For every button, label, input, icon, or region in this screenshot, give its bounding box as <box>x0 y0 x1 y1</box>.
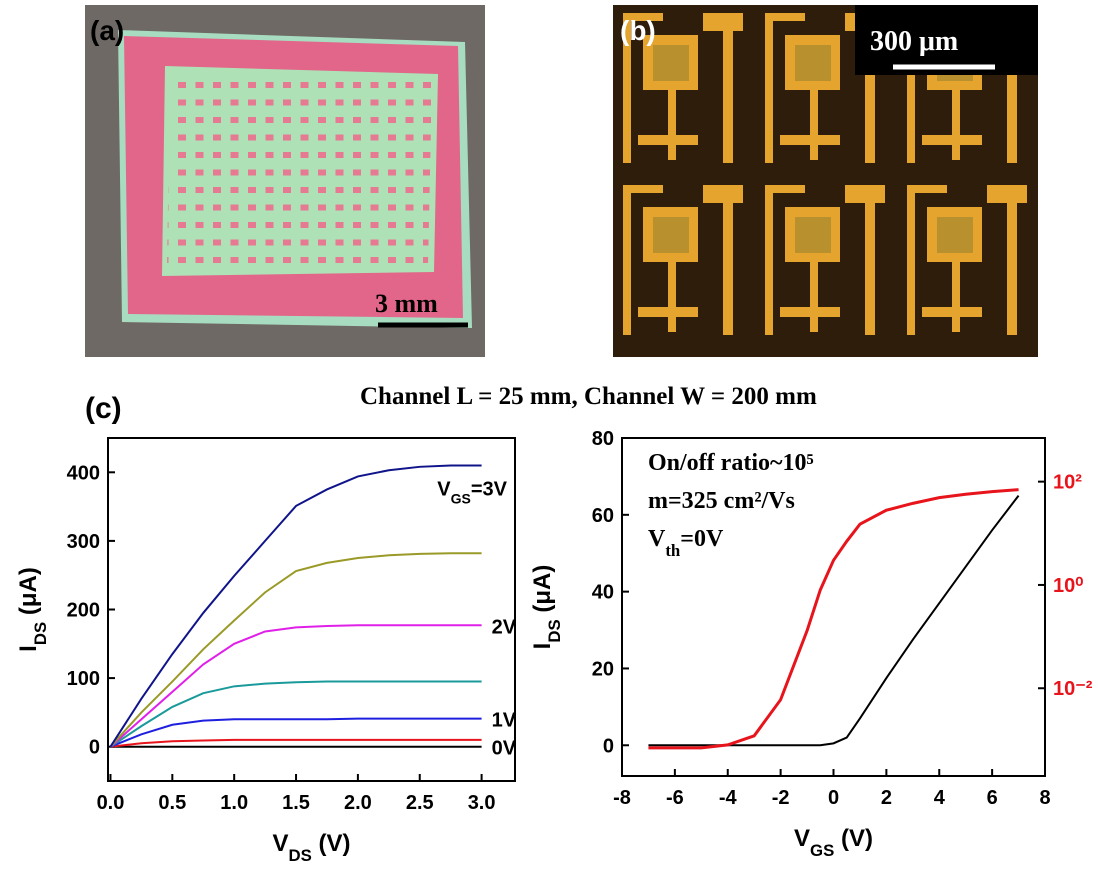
y-tick-label: 0 <box>603 735 614 757</box>
text-part: DS <box>545 619 564 642</box>
x-axis-label: VGS (V) <box>794 825 873 860</box>
series-label: 0V <box>492 738 517 760</box>
x-tick-label: -6 <box>666 787 684 809</box>
text-part: =3V <box>471 478 508 500</box>
text-part: 0V <box>492 738 517 760</box>
x-tick-label: 4 <box>934 787 946 809</box>
y2-tick-label: 10² <box>1053 472 1082 494</box>
text-part: V <box>648 526 666 552</box>
x-tick-label: 2.5 <box>406 792 434 814</box>
text-part: (μA) <box>529 565 556 620</box>
x-tick-label: 2 <box>881 787 892 809</box>
y-tick-label: 300 <box>67 531 100 553</box>
text-part: V <box>437 478 451 500</box>
text-part: GS <box>451 490 471 506</box>
x-tick-label: 1.5 <box>282 792 310 814</box>
series-line <box>110 682 481 747</box>
text-part: V <box>794 825 810 852</box>
series-label: 2V <box>492 616 517 638</box>
x-tick-label: 0 <box>828 787 839 809</box>
x-tick-label: 1.0 <box>220 792 248 814</box>
text-part: GS <box>810 841 834 860</box>
x-tick-label: 6 <box>987 787 998 809</box>
y-tick-label: 80 <box>592 428 614 450</box>
text-part: m=325 cm²/Vs <box>648 488 795 514</box>
annotation: m=325 cm²/Vs <box>648 488 795 514</box>
text-part: DS <box>289 846 312 865</box>
panel-label: (a) <box>90 15 124 46</box>
y-tick-label: 400 <box>67 462 100 484</box>
text-part: (μA) <box>15 567 42 622</box>
x-tick-label: -4 <box>719 787 738 809</box>
y-tick-label: 40 <box>592 582 614 604</box>
x-tick-label: -2 <box>772 787 790 809</box>
text-part: I <box>15 645 42 652</box>
text-part: th <box>665 541 681 560</box>
text-part: 1V <box>492 710 517 732</box>
y2-tick-label: 10⁻² <box>1053 678 1093 700</box>
text-part: DS <box>31 622 50 645</box>
annotation: On/off ratio~10⁵ <box>648 450 814 476</box>
y-axis-label: IDS (μA) <box>529 565 564 650</box>
text-part: V <box>273 830 289 857</box>
heading: Channel L = 25 mm, Channel W = 200 mm <box>360 383 817 410</box>
y-tick-label: 20 <box>592 658 614 680</box>
y-tick-label: 0 <box>89 737 100 759</box>
panel-label: (b) <box>620 15 656 46</box>
scale-label: 3 mm <box>375 289 438 318</box>
x-tick-label: 3.0 <box>468 792 496 814</box>
scale-label: 300 μm <box>870 26 958 57</box>
x-tick-label: -8 <box>613 787 631 809</box>
series-line <box>110 740 481 747</box>
series-label: VGS=3V <box>437 478 507 506</box>
plot-frame <box>108 438 515 781</box>
x-tick-label: 8 <box>1039 787 1050 809</box>
y-tick-label: 100 <box>67 668 100 690</box>
annotation: Vth=0V <box>648 526 724 560</box>
y-axis-label: IDS (μA) <box>15 567 50 652</box>
text-part: 2V <box>492 616 517 638</box>
y-tick-label: 60 <box>592 505 614 527</box>
text-part: (V) <box>834 825 873 852</box>
x-tick-label: 0.0 <box>97 792 125 814</box>
panel-label: (c) <box>85 392 122 425</box>
series-line <box>110 625 481 746</box>
x-tick-label: 2.0 <box>344 792 372 814</box>
text-part: On/off ratio~10⁵ <box>648 450 814 476</box>
x-axis-label: VDS (V) <box>273 830 351 865</box>
text-part: I <box>529 643 556 650</box>
y-tick-label: 200 <box>67 600 100 622</box>
series-label: 1V <box>492 710 517 732</box>
text-part: =0V <box>680 526 724 552</box>
x-tick-label: 0.5 <box>158 792 186 814</box>
figure: (a) (b) 3 mm 300 μm (c) Channel L = 25 m… <box>0 0 1098 867</box>
series-line <box>110 465 481 746</box>
text-part: (V) <box>312 830 351 857</box>
y2-tick-label: 10⁰ <box>1053 575 1083 597</box>
